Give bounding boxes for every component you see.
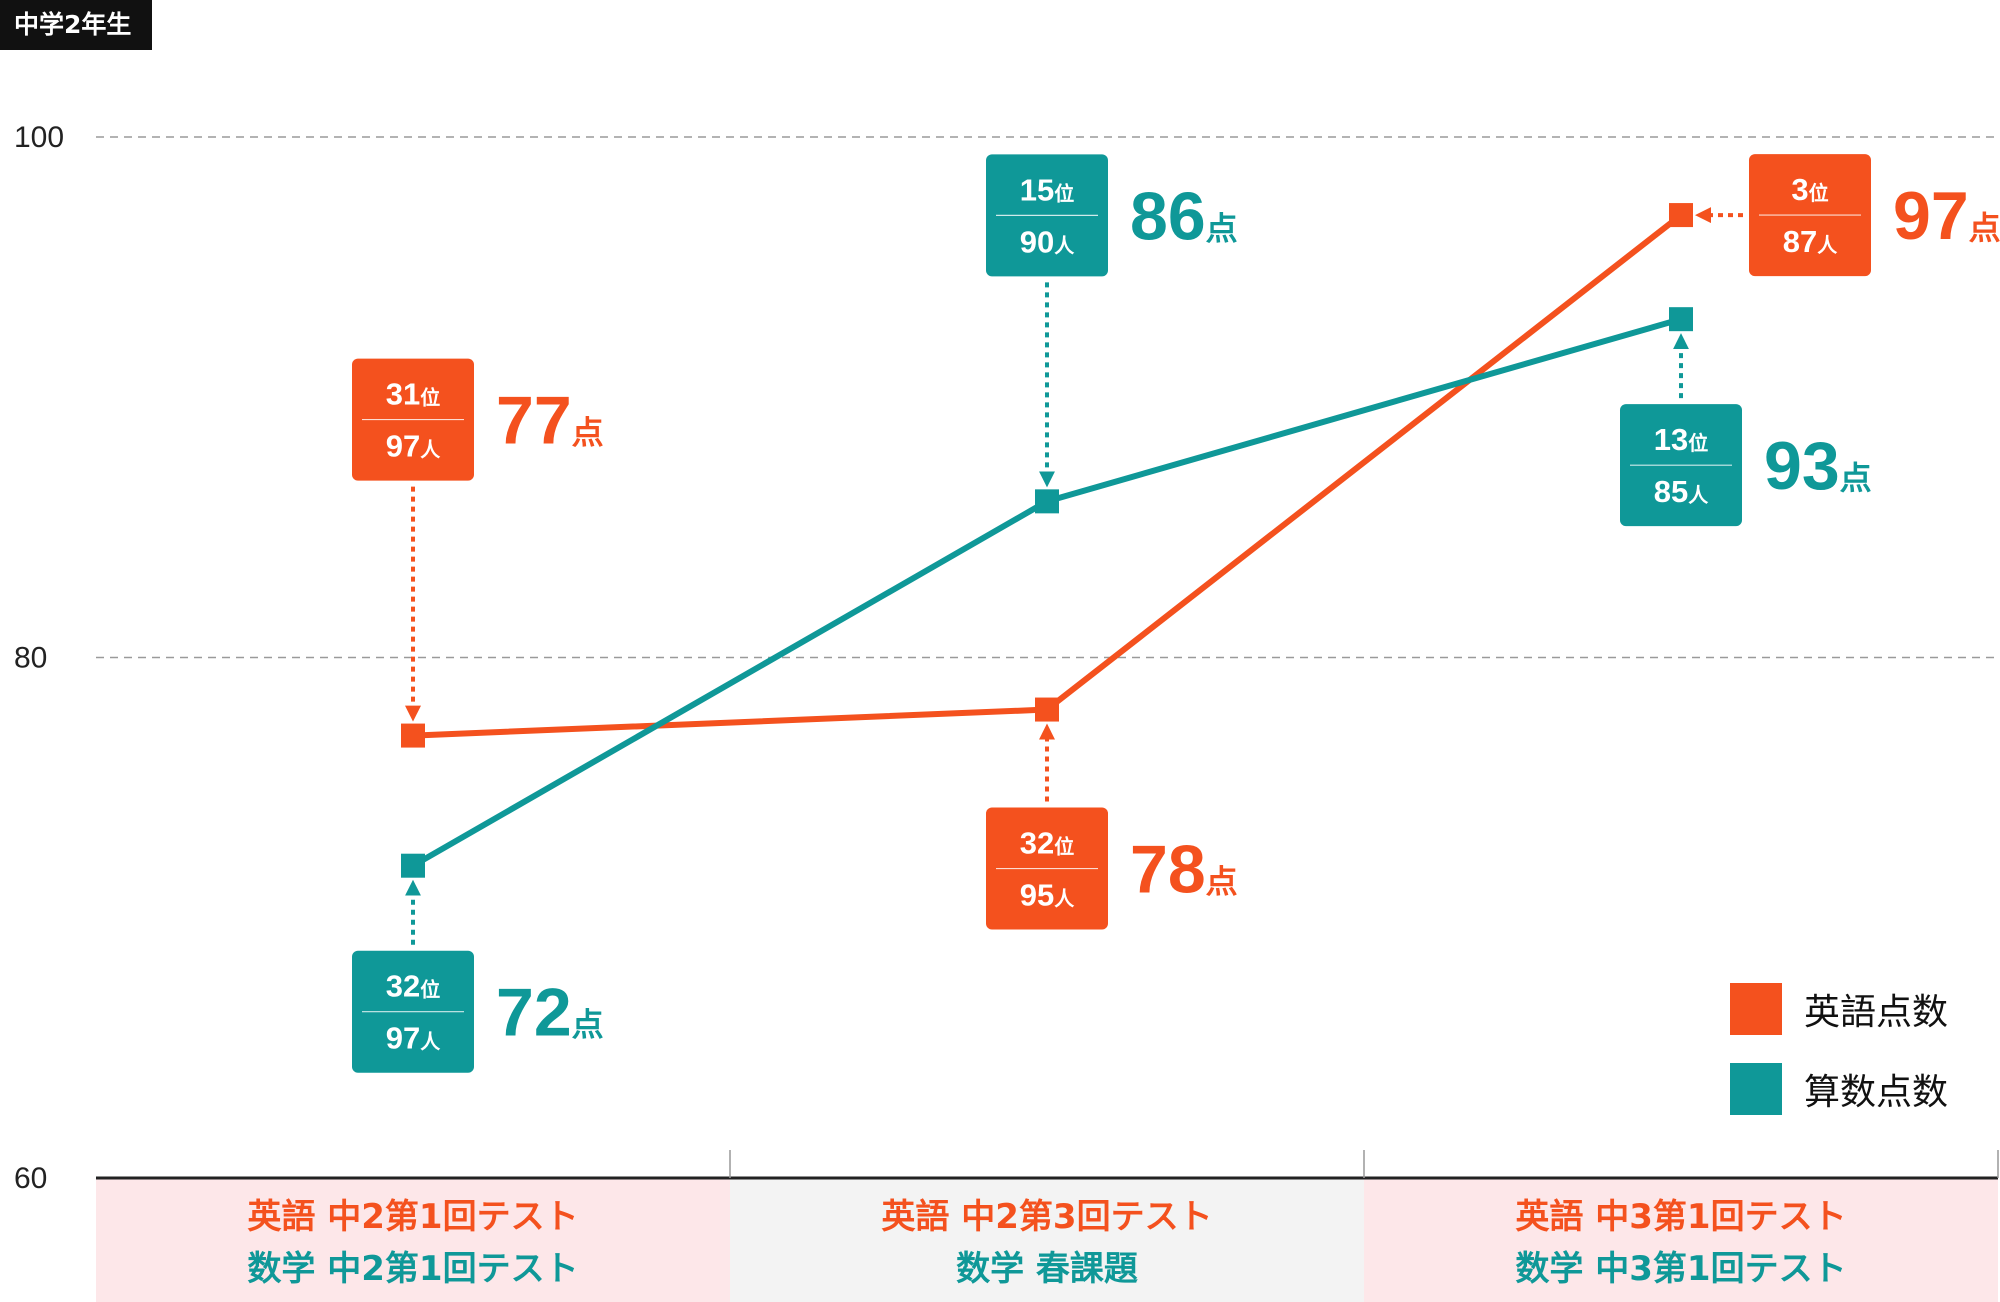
point-english-2 [1035, 697, 1059, 722]
series-line-math [411, 316, 1682, 869]
x-tick-label-math-2: 数学 春課題 [956, 1249, 1138, 1289]
point-english-3 [1669, 203, 1693, 228]
x-tick-label-english-3: 英語 中3第1回テスト [1515, 1197, 1846, 1237]
legend-label-english: 英語点数 [1804, 992, 1949, 1033]
people-label-english-2: 95人 [1020, 878, 1075, 913]
legend-swatch-english [1730, 983, 1782, 1035]
rank-label-english-1: 31位 [386, 377, 440, 412]
score-label-english-2: 78点 [1130, 832, 1238, 908]
grade-label: 中学2年生 [0, 0, 152, 50]
people-label-math-3: 85人 [1654, 474, 1709, 509]
y-tick-label-100: 100 [14, 121, 64, 154]
score-label-english-1: 77点 [496, 383, 604, 459]
x-tick-label-english-1: 英語 中2第1回テスト [247, 1197, 578, 1237]
people-label-math-2: 90人 [1020, 224, 1075, 259]
score-label-english-3: 97点 [1893, 178, 2000, 254]
x-tick-label-english-2: 英語 中2第3回テスト [881, 1197, 1212, 1237]
score-label-math-3: 93点 [1764, 428, 1872, 504]
legend-label-math: 算数点数 [1804, 1072, 1949, 1113]
y-tick-label-80: 80 [14, 642, 47, 675]
point-math-2 [1035, 489, 1059, 514]
score-label-math-2: 86点 [1130, 178, 1238, 254]
category-band-2 [730, 1179, 1364, 1302]
people-label-math-1: 97人 [386, 1021, 441, 1056]
point-english-1 [401, 723, 425, 748]
x-tick-label-math-3: 数学 中3第1回テスト [1515, 1249, 1846, 1289]
category-band-3 [1364, 1179, 1998, 1302]
x-tick-label-math-1: 数学 中2第1回テスト [247, 1249, 578, 1289]
legend-item-math: 算数点数 [1730, 1062, 1948, 1116]
point-math-3 [1669, 307, 1693, 332]
rank-label-math-3: 13位 [1654, 422, 1708, 457]
y-tick-label-60: 60 [14, 1162, 47, 1195]
legend-item-english: 英語点数 [1730, 982, 1948, 1036]
category-band-1 [96, 1179, 730, 1302]
point-math-1 [401, 853, 425, 878]
legend-swatch-math [1730, 1063, 1782, 1115]
score-label-math-1: 72点 [496, 975, 604, 1051]
legend: 英語点数 算数点数 [1730, 982, 1948, 1142]
